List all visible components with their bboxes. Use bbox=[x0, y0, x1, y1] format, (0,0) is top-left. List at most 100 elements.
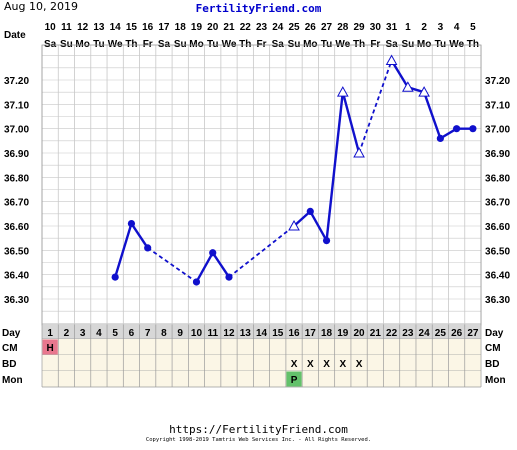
cm-cell-highlight bbox=[42, 339, 58, 355]
cycle-day-label: 27 bbox=[467, 328, 479, 339]
y-tick-label-left: 37.00 bbox=[4, 125, 29, 136]
temp-point-open bbox=[353, 146, 365, 158]
bd-value: X bbox=[323, 359, 330, 370]
cycle-day-label: 7 bbox=[145, 328, 151, 339]
temp-point bbox=[192, 278, 201, 286]
y-tick-label-left: 36.60 bbox=[4, 222, 29, 233]
cycle-day-label: 21 bbox=[370, 328, 382, 339]
date-label: 31 bbox=[386, 22, 398, 33]
weekday-label: We bbox=[449, 39, 464, 50]
date-label: 15 bbox=[126, 22, 138, 33]
footer-url: https://FertilityFriend.com bbox=[169, 423, 348, 436]
weekday-label: Tu bbox=[207, 39, 218, 50]
weekday-label: Mo bbox=[417, 39, 431, 50]
y-tick-label-left: 36.90 bbox=[4, 149, 29, 160]
date-label: 13 bbox=[93, 22, 105, 33]
date-label: 30 bbox=[370, 22, 382, 33]
cycle-day-label: 19 bbox=[337, 328, 349, 339]
date-label: 5 bbox=[470, 22, 476, 33]
weekday-label: Fr bbox=[143, 39, 153, 50]
cycle-day-label: 3 bbox=[80, 328, 86, 339]
temp-point bbox=[127, 219, 136, 228]
day-row-bg bbox=[42, 325, 482, 339]
weekday-label: Mo bbox=[189, 39, 203, 50]
weekday-label: Th bbox=[125, 39, 137, 50]
cycle-day-label: 11 bbox=[207, 328, 218, 339]
weekday-label: Su bbox=[174, 39, 187, 50]
cycle-day-label: 13 bbox=[240, 328, 252, 339]
date-label: 14 bbox=[110, 22, 122, 33]
cycle-day-label: 10 bbox=[191, 328, 203, 339]
mon-row-label-left: Mon bbox=[2, 375, 23, 386]
bd-value: X bbox=[307, 359, 314, 370]
y-tick-label-right: 36.70 bbox=[485, 198, 510, 209]
date-label: 18 bbox=[175, 22, 187, 33]
y-tick-label-left: 36.30 bbox=[4, 295, 29, 306]
cm-row-label-left: CM bbox=[2, 343, 18, 354]
temp-line-segment bbox=[114, 223, 133, 278]
temp-line-segment bbox=[130, 222, 149, 249]
cycle-day-label: 18 bbox=[321, 328, 333, 339]
temp-line-segment bbox=[325, 92, 345, 241]
y-tick-label-right: 37.10 bbox=[485, 100, 510, 111]
weekday-label: We bbox=[108, 39, 123, 50]
y-tick-label-right: 37.00 bbox=[485, 125, 510, 136]
weekday-label: Tu bbox=[321, 39, 332, 50]
cycle-day-label: 20 bbox=[354, 328, 366, 339]
cycle-day-label: 12 bbox=[223, 328, 235, 339]
date-label: 12 bbox=[77, 22, 89, 33]
day-row-label-right: Day bbox=[485, 328, 504, 339]
weekday-label: Tu bbox=[93, 39, 104, 50]
y-tick-label-right: 36.30 bbox=[485, 295, 510, 306]
temp-point bbox=[322, 237, 331, 245]
weekday-label: Sa bbox=[44, 39, 57, 50]
cm-row-bg bbox=[42, 339, 482, 355]
temp-point bbox=[209, 249, 217, 257]
y-tick-label-right: 36.40 bbox=[485, 271, 510, 282]
date-label: 4 bbox=[454, 22, 460, 33]
weekday-label: Th bbox=[353, 39, 365, 50]
temp-point bbox=[469, 125, 477, 133]
date-label: 26 bbox=[305, 22, 317, 33]
weekday-label: Mo bbox=[75, 39, 89, 50]
temp-line-segment bbox=[422, 91, 442, 139]
temp-line-segment bbox=[195, 252, 214, 283]
mon-cell-highlight bbox=[286, 371, 302, 387]
date-label: 16 bbox=[142, 22, 154, 33]
temp-line-segment bbox=[211, 252, 230, 278]
bd-row-bg bbox=[42, 355, 482, 371]
date-label: 22 bbox=[240, 22, 252, 33]
chart-date: Aug 10, 2019 bbox=[4, 0, 78, 13]
cycle-day-label: 6 bbox=[129, 328, 135, 339]
weekday-label: We bbox=[335, 39, 350, 50]
plot-area bbox=[42, 45, 482, 325]
cycle-day-label: 4 bbox=[96, 328, 102, 339]
temp-point-open bbox=[336, 86, 349, 97]
date-row-label: Date bbox=[4, 30, 26, 41]
weekday-label: Sa bbox=[385, 39, 398, 50]
bd-row-label-left: BD bbox=[2, 359, 16, 370]
cycle-day-label: 8 bbox=[161, 328, 167, 339]
y-tick-label-left: 37.10 bbox=[4, 100, 29, 111]
weekday-label: Th bbox=[239, 39, 251, 50]
bd-value: X bbox=[356, 359, 363, 370]
weekday-label: Su bbox=[60, 39, 73, 50]
date-label: 1 bbox=[405, 22, 411, 33]
date-label: 2 bbox=[421, 22, 427, 33]
date-label: 21 bbox=[223, 22, 235, 33]
temp-point bbox=[436, 134, 444, 142]
y-tick-label-left: 36.50 bbox=[4, 246, 29, 257]
bd-value: X bbox=[339, 359, 346, 370]
mon-row-label-right: Mon bbox=[485, 375, 506, 386]
date-label: 20 bbox=[207, 22, 219, 33]
temp-point-open bbox=[288, 219, 300, 231]
cycle-day-label: 14 bbox=[256, 328, 268, 339]
date-label: 25 bbox=[288, 22, 300, 33]
date-label: 17 bbox=[158, 22, 170, 33]
cycle-day-label: 2 bbox=[64, 328, 70, 339]
weekday-label: Fr bbox=[370, 39, 380, 50]
cycle-day-label: 1 bbox=[47, 328, 53, 339]
temp-point bbox=[144, 244, 152, 252]
cycle-day-label: 9 bbox=[177, 328, 183, 339]
